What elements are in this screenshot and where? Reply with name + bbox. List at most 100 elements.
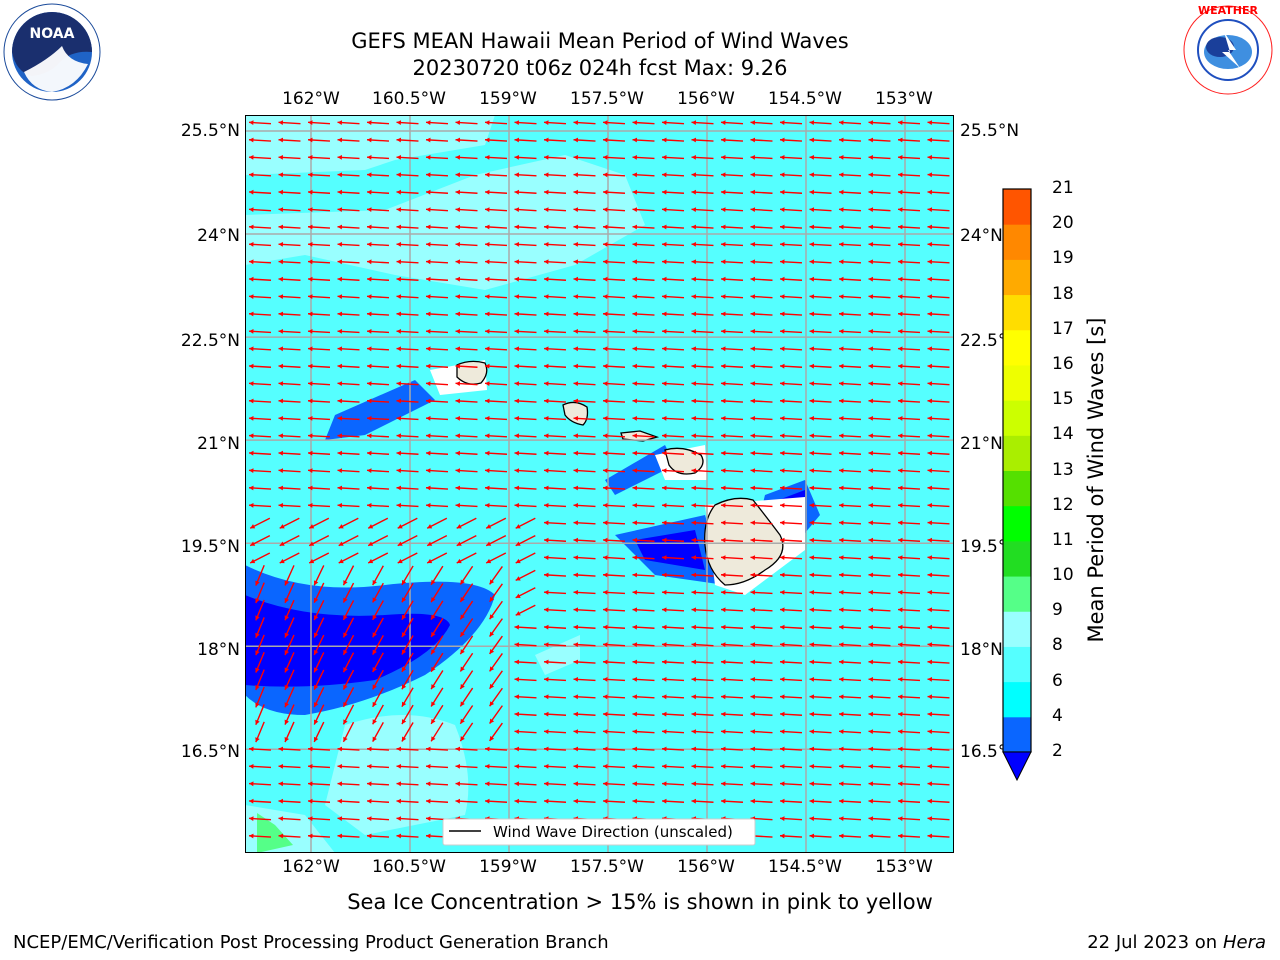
wind-arrow-head: [308, 294, 313, 299]
wind-arrow-head: [460, 596, 465, 602]
wind-arrow-head: [780, 537, 785, 543]
wind-arrow-head: [573, 729, 579, 734]
lon-tick-bottom: 159°W: [479, 857, 537, 877]
wind-arrow-head: [603, 677, 608, 682]
wind-arrow-head: [368, 524, 374, 529]
wind-arrow-head: [632, 764, 638, 769]
wind-arrow-head: [426, 781, 431, 787]
wind-arrow-head: [426, 224, 431, 230]
wind-arrow-head: [573, 798, 579, 804]
wind-arrow-head: [396, 311, 402, 317]
wind-arrow-head: [544, 694, 549, 700]
wind-arrow-head: [603, 729, 608, 734]
wind-arrow-head: [573, 155, 579, 160]
wind-arrow-head: [750, 346, 756, 352]
wind-arrow-head: [662, 381, 667, 386]
wind-arrow-head: [455, 433, 461, 439]
wind-arrow-head: [927, 276, 933, 282]
wind-arrow-head: [544, 503, 549, 508]
wind-arrow-head: [927, 781, 933, 787]
wind-arrow-head: [460, 579, 465, 585]
wind-arrow-head: [632, 590, 638, 595]
wind-arrow-head: [927, 207, 933, 212]
wind-arrow-head: [603, 711, 608, 717]
wind-arrow-head: [396, 294, 402, 299]
wind-arrow-head: [573, 207, 579, 212]
wind-arrow-head: [780, 450, 785, 456]
wind-arrow-head: [750, 433, 756, 439]
wind-arrow-head: [721, 207, 726, 212]
wind-arrow-head: [750, 677, 756, 682]
wind-arrow-head: [780, 329, 785, 334]
wind-arrow-head: [662, 624, 667, 630]
wind-arrow-head: [839, 572, 844, 578]
wind-arrow-head: [308, 416, 313, 421]
wind-arrow-head: [308, 468, 313, 473]
wind-arrow-head: [514, 398, 520, 404]
wind-arrow-head: [313, 615, 319, 621]
wind-arrow-head: [278, 189, 284, 195]
wind-arrow-head: [544, 624, 549, 630]
lon-tick-top: 156°W: [677, 89, 735, 109]
wind-arrow-head: [337, 468, 343, 473]
wind-arrow-head: [308, 137, 313, 143]
wind-arrow-head: [632, 607, 638, 613]
wind-arrow-head: [544, 642, 549, 647]
wind-arrow-head: [750, 259, 756, 265]
wind-arrow-head: [809, 120, 815, 125]
wind-arrow-head: [485, 346, 490, 352]
wind-arrow-head: [927, 120, 933, 125]
wind-arrow-head: [809, 294, 815, 299]
wind-arrow-head: [691, 468, 697, 473]
wind-arrow-head: [337, 398, 343, 404]
wind-arrow-head: [249, 468, 254, 473]
wind-arrow-head: [721, 798, 726, 804]
chart-subtitle: 20230720 t06z 024h fcst Max: 9.26: [412, 56, 788, 80]
wind-arrow-head: [397, 524, 403, 529]
wind-arrow-head: [691, 485, 697, 491]
wind-arrow-head: [839, 189, 844, 195]
wind-arrow-head: [426, 363, 431, 369]
wind-arrow-head: [337, 189, 343, 195]
wind-arrow-head: [603, 520, 608, 526]
wind-arrow-head: [721, 659, 726, 665]
wind-arrow-head: [255, 684, 260, 690]
wind-arrow-head: [544, 764, 549, 769]
wind-arrow-head: [868, 346, 874, 352]
wind-arrow-head: [662, 433, 667, 439]
wind-arrow-head: [278, 311, 284, 317]
colorbar-tick: 14: [1052, 424, 1074, 445]
wind-arrow-head: [278, 137, 284, 143]
wind-arrow-head: [460, 631, 465, 637]
wind-arrow-head: [868, 729, 874, 734]
wind-arrow-head: [544, 207, 549, 212]
wind-arrow-head: [603, 798, 608, 804]
wind-arrow-head: [809, 207, 815, 212]
wind-arrow-head: [485, 294, 490, 299]
wind-arrow-head: [249, 363, 254, 369]
wind-arrow-head: [455, 450, 461, 456]
wind-arrow-head: [367, 746, 372, 752]
wind-arrow-head: [573, 624, 579, 630]
wind-arrow-head: [284, 719, 289, 725]
wind-arrow-head: [343, 597, 348, 603]
wind-arrow-head: [868, 155, 874, 160]
wind-arrow-head: [750, 294, 756, 299]
wind-arrow-head: [868, 294, 874, 299]
wind-arrow-head: [691, 537, 697, 543]
wind-arrow-head: [898, 242, 903, 247]
wind-arrow-head: [750, 329, 756, 334]
wind-arrow-head: [868, 677, 874, 682]
wind-arrow-head: [839, 259, 844, 265]
wind-arrow-head: [927, 746, 933, 752]
wind-arrow-head: [308, 259, 313, 265]
wind-arrow-head: [544, 711, 549, 717]
wind-arrow-head: [544, 242, 549, 247]
wind-arrow-head: [868, 224, 874, 230]
wind-arrow-head: [309, 558, 315, 564]
wind-arrow-head: [691, 572, 697, 578]
wind-arrow-head: [839, 764, 844, 769]
wind-arrow-head: [396, 224, 402, 230]
wind-arrow-head: [632, 624, 638, 630]
wind-arrow-head: [809, 381, 815, 386]
